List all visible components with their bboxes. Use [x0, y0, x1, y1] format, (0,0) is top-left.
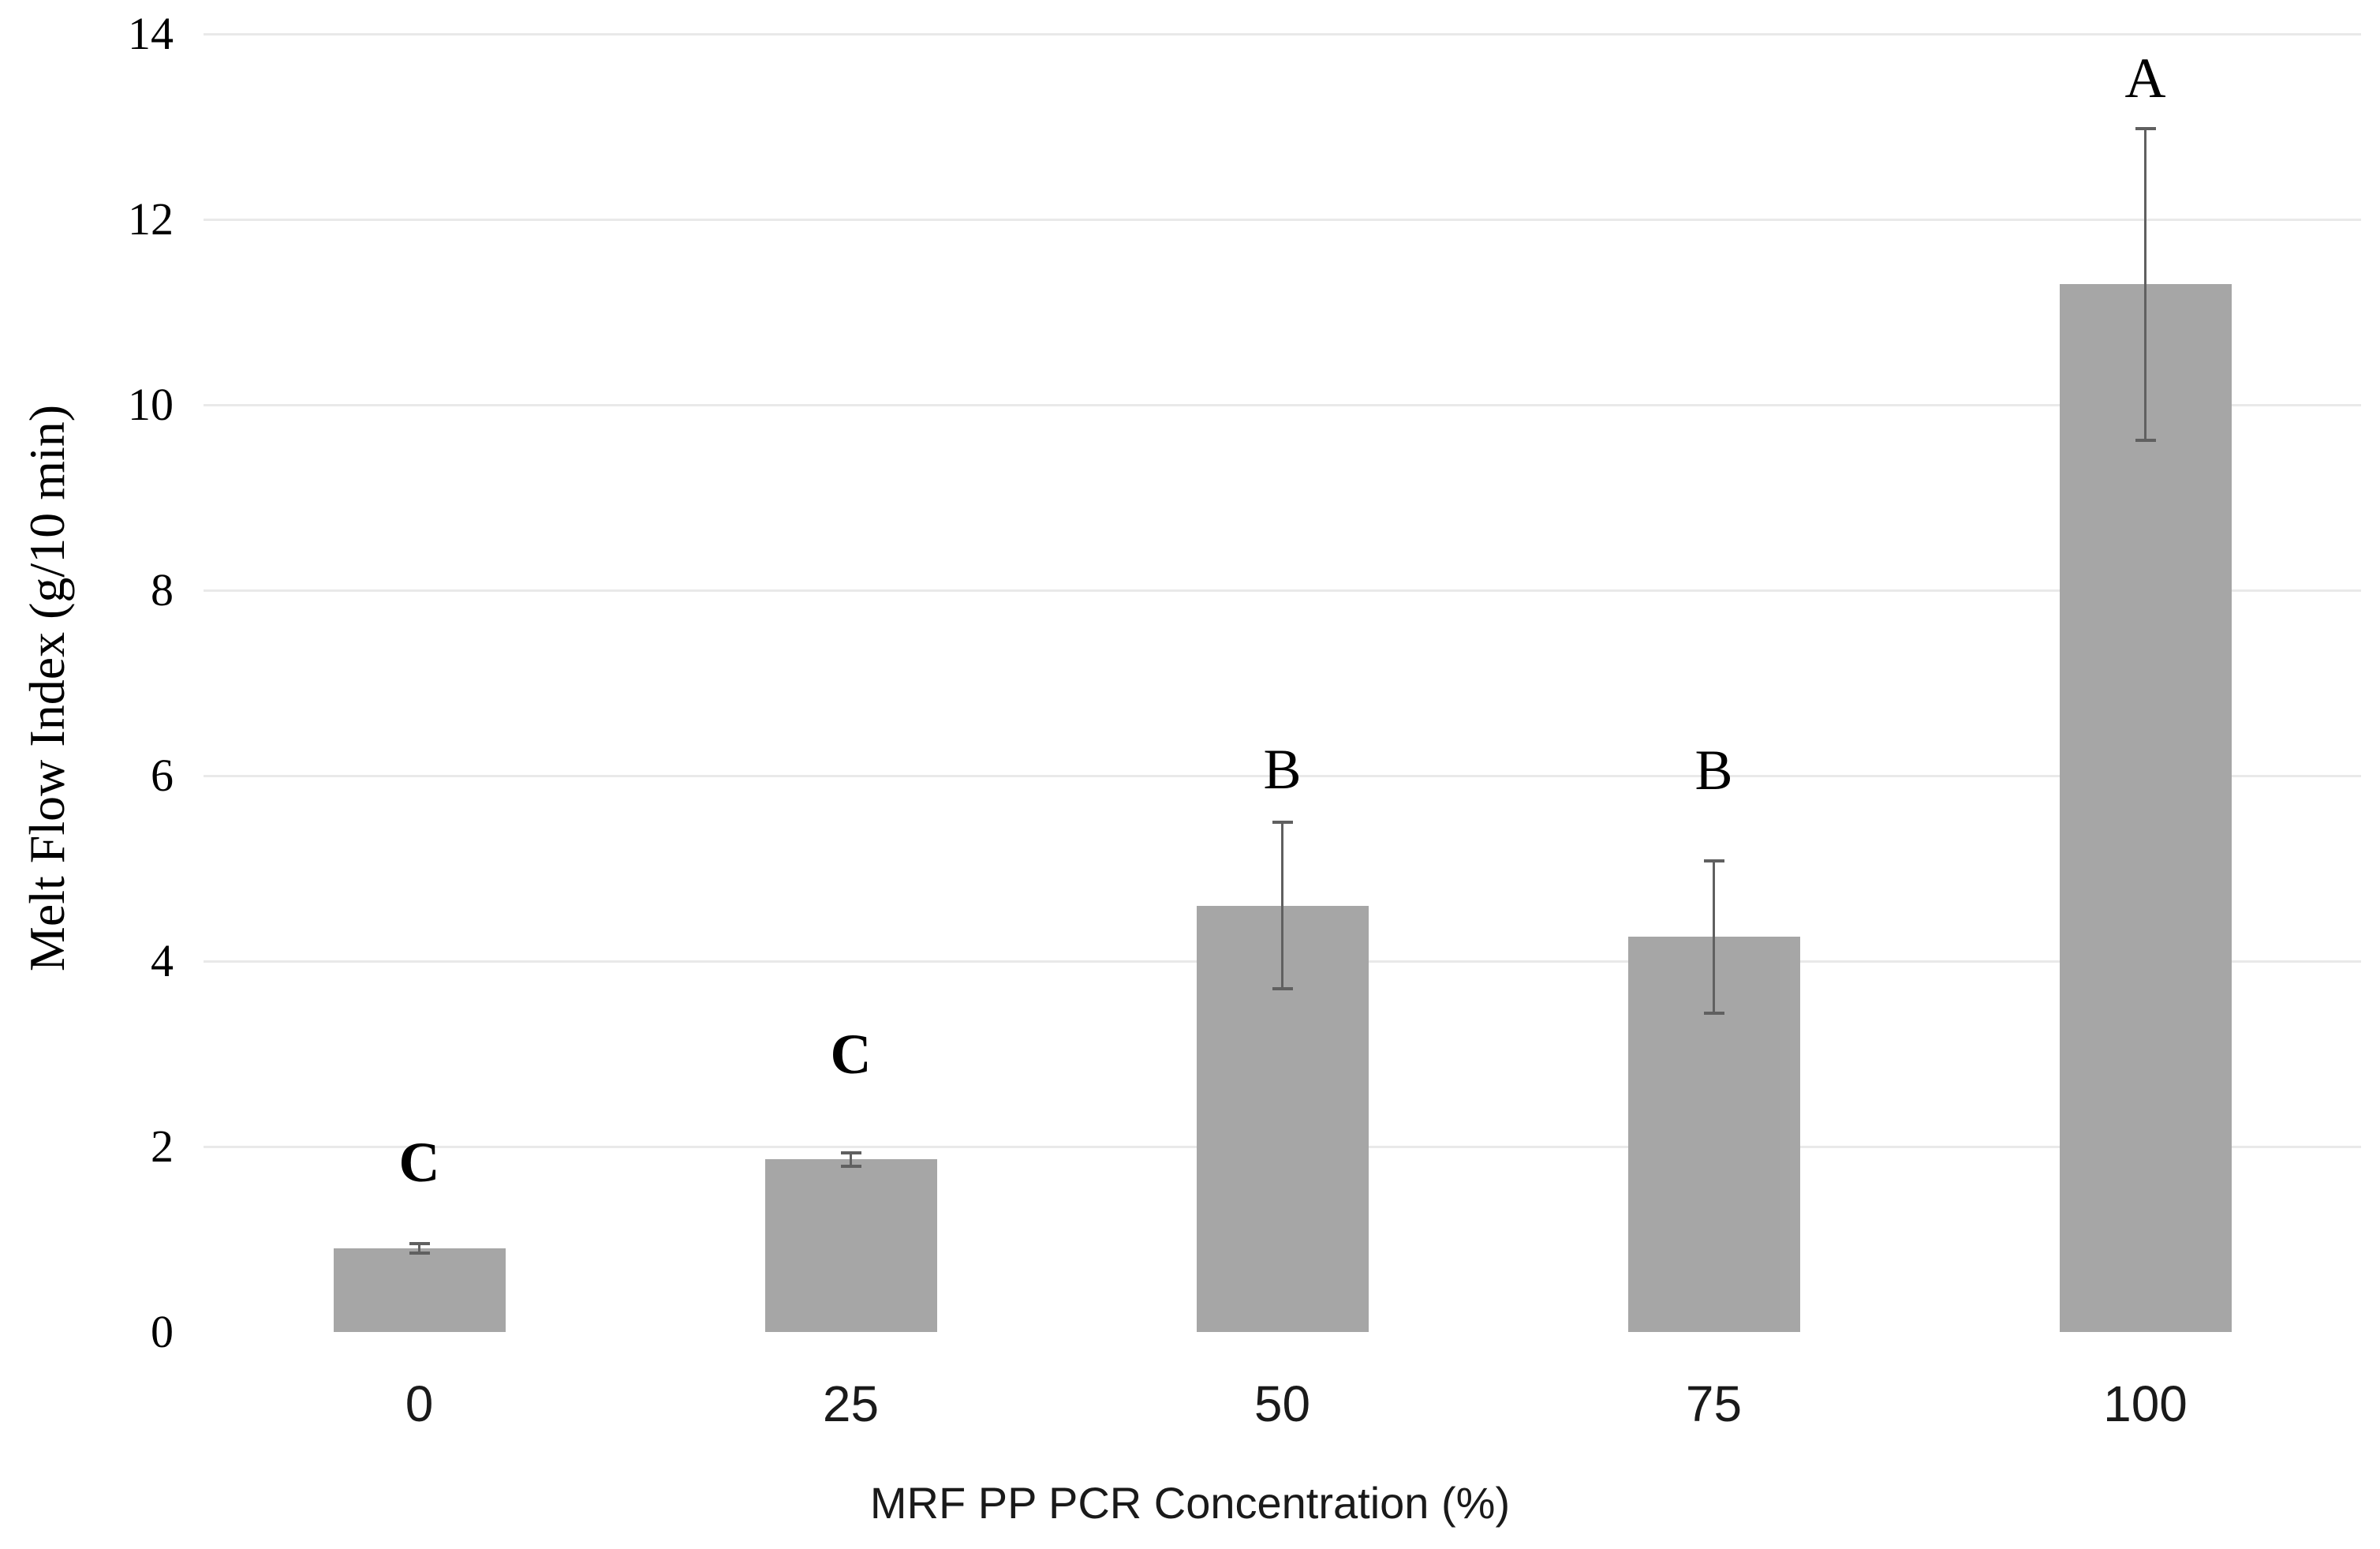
error-bar-stem — [1713, 861, 1715, 1013]
error-bar-cap-bottom — [1703, 1011, 1724, 1015]
y-tick-label: 12 — [128, 193, 174, 245]
significance-letter: C — [830, 1022, 872, 1086]
x-tick-label: 25 — [822, 1375, 880, 1432]
error-bar-cap-top — [840, 1151, 861, 1155]
error-bar-cap-bottom — [840, 1164, 861, 1168]
significance-letter: A — [2124, 47, 2166, 110]
y-tick-label: 6 — [151, 750, 174, 801]
error-bar-cap-bottom — [2135, 438, 2156, 442]
error-bar-stem — [2144, 128, 2146, 440]
y-tick-label: 10 — [128, 379, 174, 430]
bar — [764, 1159, 937, 1332]
error-bar-cap-top — [1703, 859, 1724, 863]
bar — [333, 1248, 506, 1332]
error-bar-cap-bottom — [1272, 987, 1293, 991]
y-tick-label: 4 — [151, 935, 174, 986]
gridline — [204, 33, 2361, 36]
error-bar-cap-top — [2135, 126, 2156, 130]
x-tick-label: 50 — [1254, 1375, 1311, 1432]
bar — [2059, 284, 2232, 1332]
error-bar-cap-bottom — [409, 1252, 430, 1255]
gridline — [204, 404, 2361, 406]
error-bar-stem — [850, 1153, 852, 1166]
x-tick-label: 0 — [405, 1375, 434, 1432]
error-bar-stem — [418, 1244, 420, 1254]
y-tick-label: 0 — [151, 1306, 174, 1357]
significance-letter: B — [1694, 738, 1733, 802]
x-axis-title: MRF PP PCR Concentration (%) — [869, 1478, 1511, 1528]
error-bar-cap-top — [1272, 820, 1293, 824]
y-tick-label: 8 — [151, 564, 174, 615]
x-tick-label: 100 — [2103, 1375, 2188, 1432]
error-bar-cap-top — [409, 1242, 430, 1246]
gridline — [204, 589, 2361, 592]
y-tick-label: 2 — [151, 1121, 174, 1172]
error-bar-stem — [1281, 821, 1283, 990]
x-tick-label: 75 — [1685, 1375, 1743, 1432]
gridline — [204, 775, 2361, 777]
significance-letter: C — [398, 1130, 440, 1194]
significance-letter: B — [1263, 737, 1302, 801]
y-tick-label: 14 — [128, 8, 174, 59]
gridline — [204, 219, 2361, 221]
